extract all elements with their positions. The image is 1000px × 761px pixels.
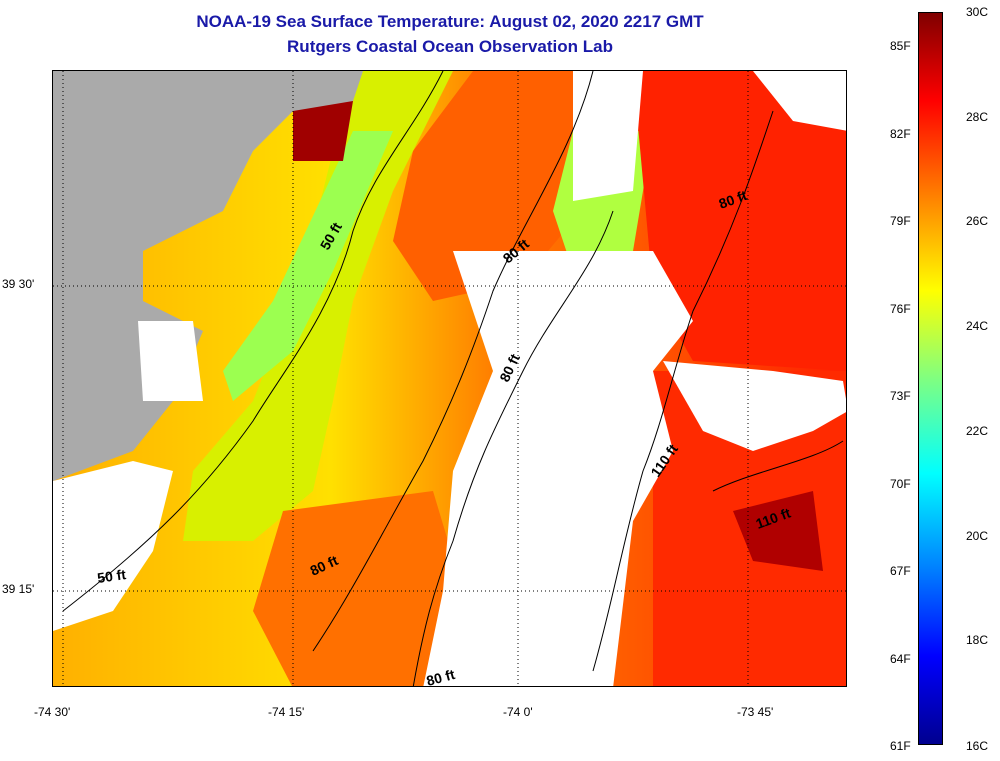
x-tick-label: -73 45' [737, 705, 774, 719]
colorbar-label-c: 24C [966, 319, 989, 333]
contour-80ft-west [312, 71, 594, 652]
warm-core-south [253, 491, 463, 686]
contour-label-50ft-south: 50 ft [96, 566, 127, 586]
temperature-colorbar [918, 12, 943, 745]
colorbar-label-f: 76F [890, 302, 911, 316]
colorbar-label-c: 30C [966, 5, 989, 19]
colorbar-label-f: 79F [890, 214, 911, 228]
cool-coastal-band [183, 71, 453, 541]
hot-spot-southeast [733, 491, 823, 571]
colorbar-label-c: 16C [966, 739, 989, 753]
colorbar-label-f: 82F [890, 127, 911, 141]
colorbar-label-f: 73F [890, 389, 911, 403]
warm-east-north [633, 71, 846, 371]
land [53, 71, 363, 481]
y-tick-label: 39 15' [2, 582, 35, 596]
map-title: NOAA-19 Sea Surface Temperature: August … [196, 12, 704, 31]
cool-streak [223, 131, 393, 401]
contour-label-80ft-4: 80 ft [425, 666, 457, 687]
contour-50ft [62, 71, 444, 612]
map-subtitle: Rutgers Coastal Ocean Observation Lab [287, 37, 613, 56]
cloud-northeast [753, 71, 846, 131]
contour-110ft [592, 110, 774, 672]
contour-110ft-east [712, 440, 844, 492]
hot-spot-bay [293, 101, 353, 161]
cloud-east [663, 361, 846, 451]
cloud-southwest [53, 461, 173, 631]
x-tick-label: -74 0' [503, 705, 533, 719]
x-tick-label: -74 15' [268, 705, 305, 719]
cloud-north [573, 71, 643, 201]
colorbar-label-f: 85F [890, 39, 911, 53]
colorbar-label-f: 67F [890, 564, 911, 578]
cloud-central [423, 251, 693, 686]
y-tick-label: 39 30' [2, 277, 35, 291]
colorbar-label-f: 64F [890, 652, 911, 666]
colorbar-label-c: 18C [966, 633, 989, 647]
colorbar-label-c: 28C [966, 110, 989, 124]
x-tick-label: -74 30' [34, 705, 71, 719]
cloud-bay [138, 321, 203, 401]
colorbar-label-c: 20C [966, 529, 989, 543]
colorbar-label-c: 22C [966, 424, 989, 438]
sst-map: 50 ft 50 ft 80 ft 80 ft 80 ft 80 ft 80 f… [52, 70, 847, 687]
colorbar-label-c: 26C [966, 214, 989, 228]
colorbar-label-f: 70F [890, 477, 911, 491]
colorbar-label-f: 61F [890, 739, 911, 753]
warm-core-north [393, 71, 593, 301]
contour-80ft-mid [412, 210, 614, 686]
sst-map-graphic: 50 ft 50 ft 80 ft 80 ft 80 ft 80 ft 80 f… [53, 71, 846, 687]
